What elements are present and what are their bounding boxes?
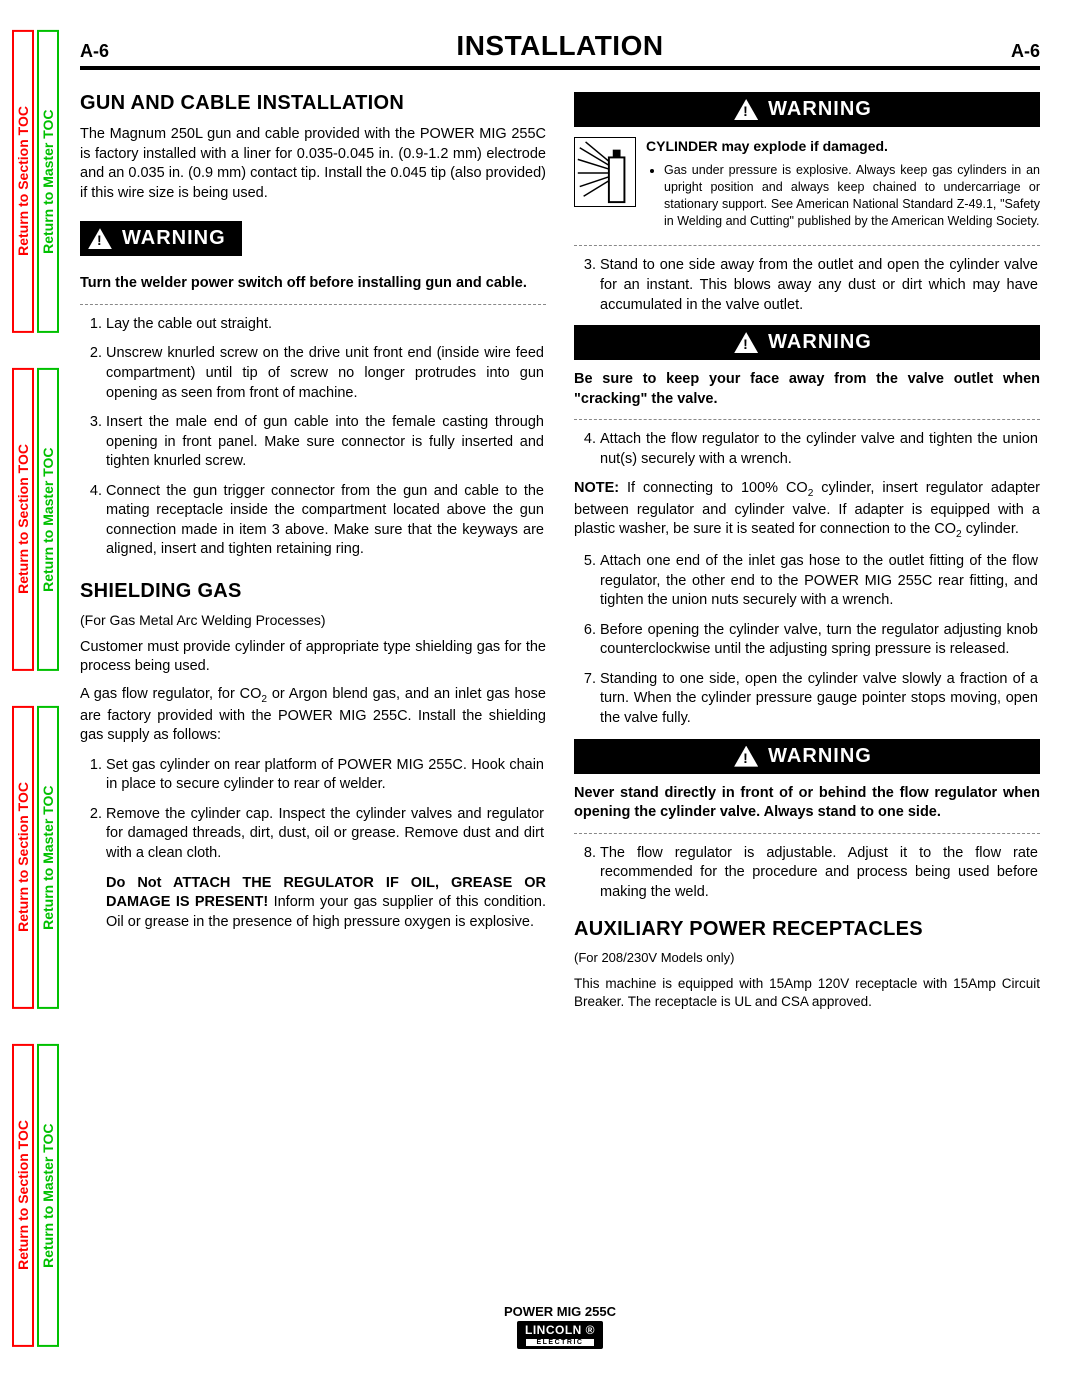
- shield-p2: A gas flow regulator, for CO2 or Argon b…: [80, 685, 546, 746]
- shield-steps-list: Set gas cylinder on rear platform of POW…: [106, 756, 546, 864]
- return-section-toc-tab[interactable]: Return to Section TOC: [12, 1044, 34, 1347]
- warning-banner: WARNING: [574, 92, 1040, 127]
- warning-triangle-icon: [88, 228, 112, 249]
- list-item: Attach the flow regulator to the cylinde…: [600, 430, 1040, 469]
- left-column: GUN AND CABLE INSTALLATION The Magnum 25…: [80, 82, 546, 1019]
- shield-p1: Customer must provide cylinder of approp…: [80, 638, 546, 677]
- shielding-subtitle: (For Gas Metal Arc Welding Processes): [80, 611, 546, 630]
- side-tabs: Return to Section TOC Return to Master T…: [12, 30, 62, 1347]
- return-section-toc-tab[interactable]: Return to Section TOC: [12, 368, 34, 671]
- list-item: Before opening the cylinder valve, turn …: [600, 621, 1040, 660]
- lincoln-logo: LINCOLN ® ELECTRIC: [517, 1321, 603, 1349]
- list-item: Lay the cable out straight.: [106, 315, 546, 335]
- return-section-toc-tab[interactable]: Return to Section TOC: [12, 30, 34, 333]
- warning-label: WARNING: [768, 329, 872, 356]
- list-item: Standing to one side, open the cylinder …: [600, 670, 1040, 729]
- header-rule: [80, 66, 1040, 70]
- return-section-toc-tab[interactable]: Return to Section TOC: [12, 706, 34, 1009]
- heading-shielding-gas: SHIELDING GAS: [80, 578, 546, 605]
- gun-intro-paragraph: The Magnum 250L gun and cable provided w…: [80, 125, 546, 203]
- stand-side-warning: Never stand directly in front of or behi…: [574, 784, 1040, 823]
- page-content: A-6 INSTALLATION A-6 GUN AND CABLE INSTA…: [80, 30, 1040, 1357]
- list-item: Set gas cylinder on rear platform of POW…: [106, 756, 546, 795]
- warning-label: WARNING: [122, 225, 226, 252]
- dashed-rule: [574, 833, 1040, 834]
- page-number-left: A-6: [80, 41, 109, 62]
- list-item: Attach one end of the inlet gas hose to …: [600, 552, 1040, 611]
- cylinder-explosion-icon: [574, 137, 636, 207]
- warning-triangle-icon: [734, 99, 758, 120]
- warning-banner: WARNING: [574, 739, 1040, 774]
- return-master-toc-tab[interactable]: Return to Master TOC: [37, 1044, 59, 1347]
- cylinder-warning-block: CYLINDER may explode if damaged. Gas und…: [574, 137, 1040, 235]
- warning-banner: WARNING: [574, 325, 1040, 360]
- list-item: Connect the gun trigger connector from t…: [106, 482, 546, 560]
- step-3-list: Stand to one side away from the outlet a…: [600, 256, 1040, 315]
- cylinder-bullet: Gas under pressure is explosive. Always …: [664, 162, 1040, 230]
- cylinder-heading: CYLINDER may explode if damaged.: [646, 137, 1040, 156]
- gun-steps-list: Lay the cable out straight. Unscrew knur…: [106, 315, 546, 560]
- return-master-toc-tab[interactable]: Return to Master TOC: [37, 706, 59, 1009]
- warning-triangle-icon: [734, 332, 758, 353]
- no-attach-paragraph: Do Not ATTACH THE REGULATOR IF OIL, GREA…: [106, 874, 546, 933]
- page-number-right: A-6: [1011, 41, 1040, 62]
- aux-subtitle: (For 208/230V Models only): [574, 949, 1040, 967]
- steps-5-7-list: Attach one end of the inlet gas hose to …: [600, 552, 1040, 729]
- step-8-list: The flow regulator is adjustable. Adjust…: [600, 844, 1040, 903]
- list-item: Unscrew knurled screw on the drive unit …: [106, 344, 546, 403]
- list-item: The flow regulator is adjustable. Adjust…: [600, 844, 1040, 903]
- list-item: Insert the male end of gun cable into th…: [106, 413, 546, 472]
- warning-label: WARNING: [768, 743, 872, 770]
- crack-valve-warning: Be sure to keep your face away from the …: [574, 370, 1040, 409]
- heading-aux-power: AUXILIARY POWER RECEPTACLES: [574, 916, 1040, 943]
- page-footer: POWER MIG 255C LINCOLN ® ELECTRIC: [80, 1304, 1040, 1349]
- page-header: A-6 INSTALLATION A-6: [80, 30, 1040, 62]
- gun-warning-text: Turn the welder power switch off before …: [80, 274, 546, 294]
- heading-gun-cable: GUN AND CABLE INSTALLATION: [80, 90, 546, 117]
- step-4-list: Attach the flow regulator to the cylinde…: [600, 430, 1040, 469]
- right-column: WARNING CYLINDER may explode: [574, 82, 1040, 1019]
- page-title: INSTALLATION: [456, 30, 663, 62]
- aux-paragraph: This machine is equipped with 15Amp 120V…: [574, 975, 1040, 1011]
- warning-banner: WARNING: [80, 221, 242, 256]
- list-item: Remove the cylinder cap. Inspect the cyl…: [106, 805, 546, 864]
- co2-note: NOTE: If connecting to 100% CO2 cylinder…: [574, 479, 1040, 542]
- dashed-rule: [80, 304, 546, 305]
- lincoln-logo-sub: ELECTRIC: [525, 1338, 595, 1347]
- footer-model: POWER MIG 255C: [80, 1304, 1040, 1319]
- warning-triangle-icon: [734, 746, 758, 767]
- return-master-toc-tab[interactable]: Return to Master TOC: [37, 30, 59, 333]
- dashed-rule: [574, 245, 1040, 246]
- warning-label: WARNING: [768, 96, 872, 123]
- dashed-rule: [574, 419, 1040, 420]
- return-master-toc-tab[interactable]: Return to Master TOC: [37, 368, 59, 671]
- list-item: Stand to one side away from the outlet a…: [600, 256, 1040, 315]
